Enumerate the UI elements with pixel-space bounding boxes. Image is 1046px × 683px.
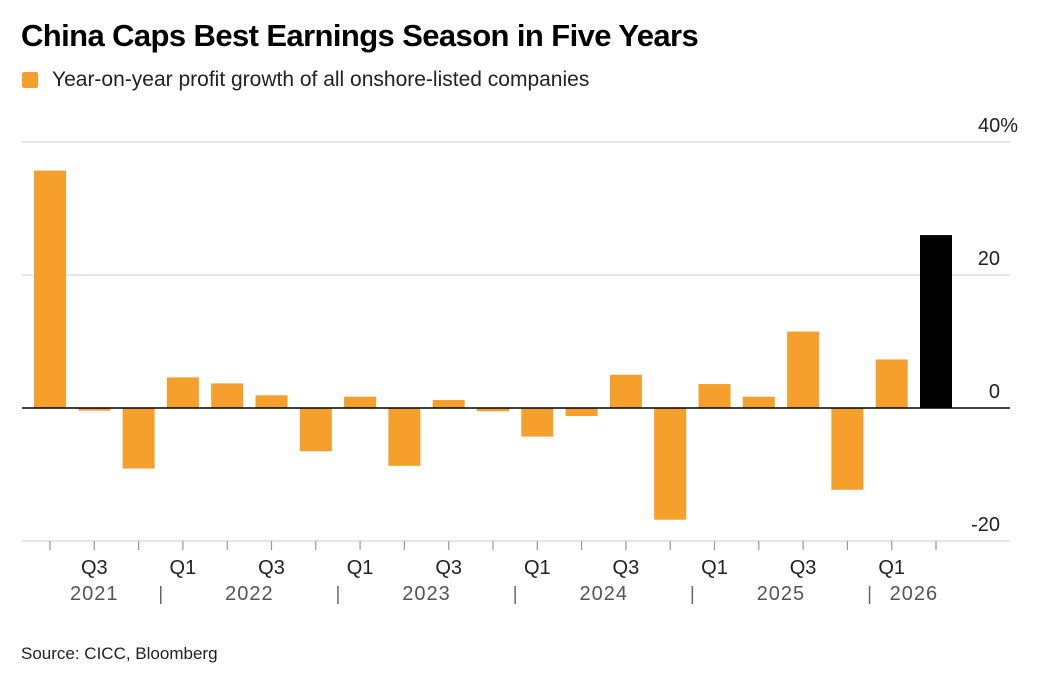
bar-2022-q2 [211, 383, 244, 408]
chart-title: China Caps Best Earnings Season in Five … [21, 18, 699, 53]
bar-2023-q3 [432, 400, 465, 408]
y-tick-label: -20 [971, 514, 1000, 536]
bar-chart: 40% 20 0 -20 Q3 Q1 Q3 Q1 Q3 Q1 Q3 Q1 Q3 Q1 2021 2022 20… [22, 115, 1018, 605]
bar-2022-q1 [166, 377, 199, 408]
legend: Year-on-year profit growth of all onshor… [22, 68, 589, 92]
x-quarter-label: Q3 [790, 557, 817, 579]
bar-2024-q3 [609, 374, 642, 408]
x-year-label: 2023 [402, 583, 451, 605]
y-tick-label: 20 [978, 248, 1000, 270]
x-year-label: 2021 [70, 583, 119, 605]
bar-2025-q3 [787, 331, 820, 408]
y-axis-ticks: 40% 20 0 -20 [971, 115, 1018, 536]
bar-2023-q2 [388, 408, 421, 466]
bar-2021-q2 [34, 170, 66, 408]
x-year-label: 2026 [890, 583, 939, 605]
x-year-label: 2025 [757, 583, 806, 605]
legend-label: Year-on-year profit growth of all onshor… [52, 68, 590, 91]
x-quarter-label: Q1 [170, 557, 197, 579]
bar-2021-q4 [122, 408, 155, 469]
bar-2023-q4 [477, 408, 509, 412]
source-note: Source: CICC, Bloomberg [21, 644, 218, 663]
bar-2022-q4 [299, 408, 332, 452]
y-tick-label: 0 [989, 381, 1000, 403]
bars [34, 170, 952, 520]
bar-2024-q1 [521, 408, 554, 437]
bar-2022-q3 [255, 395, 288, 408]
x-axis: Q3 Q1 Q3 Q1 Q3 Q1 Q3 Q1 Q3 Q1 2021 2022 2023 2024 2025… [49, 541, 939, 605]
bar-2023-q1 [344, 396, 377, 408]
x-quarter-label: Q1 [701, 557, 728, 579]
bar-2025-q4 [831, 408, 864, 490]
x-quarter-label: Q3 [81, 557, 108, 579]
bar-2025-q1 [698, 384, 731, 408]
x-quarter-label: Q1 [524, 557, 551, 579]
x-year-label: 2024 [580, 583, 629, 605]
legend-swatch [22, 72, 38, 88]
bar-2021-q3 [78, 408, 111, 411]
x-quarter-label: Q1 [347, 557, 374, 579]
bar-2024-q4 [654, 408, 687, 520]
bar-2026-q1 [875, 359, 908, 408]
x-year-label: 2022 [225, 583, 274, 605]
gridlines [22, 141, 1010, 542]
x-quarter-label: Q3 [613, 557, 640, 579]
x-quarter-label: Q1 [878, 557, 905, 579]
y-tick-label: 40% [978, 115, 1018, 137]
x-quarter-label: Q3 [258, 557, 285, 579]
x-quarter-label: Q3 [435, 557, 462, 579]
bar-2024-q2 [565, 408, 598, 416]
bar-2025-q2 [742, 396, 775, 408]
bar-2026-q2 [920, 235, 952, 408]
